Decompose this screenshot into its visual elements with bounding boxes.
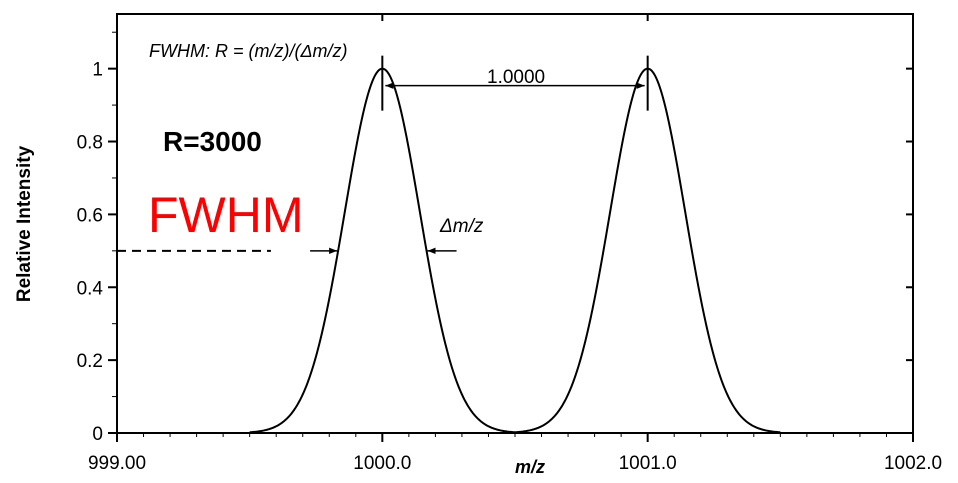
- x-axis-ticks: 999.00 1000.0 1001.0 1002.0: [88, 14, 942, 474]
- y-tick-label-2: 0.4: [77, 278, 104, 299]
- peak-separation-label: 1.0000: [487, 67, 545, 88]
- delta-mz-label: Δm/z: [439, 216, 484, 237]
- y-axis-ticks: 0 0.2 0.4 0.6 0.8 1: [77, 31, 913, 445]
- resolution-value: R=3000: [163, 126, 262, 157]
- x-tick-label-0: 999.00: [88, 453, 146, 474]
- fwhm-label: FWHM: [148, 187, 304, 243]
- peak-curve-1000: [249, 67, 516, 434]
- peak-curve-1001: [514, 67, 781, 434]
- x-axis-label: m/z: [515, 457, 545, 477]
- resolution-formula: FWHM: R = (m/z)/(Δm/z): [149, 41, 348, 61]
- y-tick-label-4: 0.8: [77, 133, 103, 154]
- y-tick-label-3: 0.6: [77, 205, 103, 226]
- y-tick-label-1: 0.2: [77, 351, 103, 372]
- y-axis-label: Relative Intensity: [14, 145, 35, 302]
- y-tick-label-0: 0: [92, 424, 103, 445]
- y-tick-label-5: 1: [92, 60, 103, 81]
- x-tick-label-2: 1001.0: [619, 453, 677, 474]
- x-tick-label-1: 1000.0: [353, 453, 411, 474]
- x-tick-label-3: 1002.0: [884, 453, 942, 474]
